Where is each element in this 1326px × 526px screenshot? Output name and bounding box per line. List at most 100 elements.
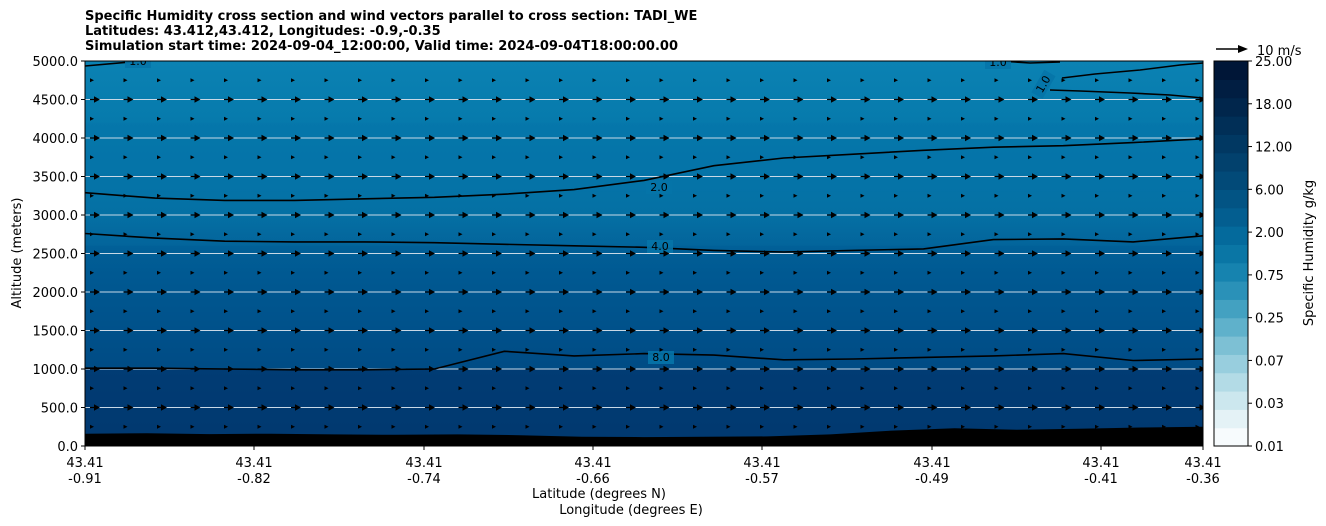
wind-vector-head — [161, 173, 167, 180]
wind-vector-head — [596, 327, 603, 334]
wind-vector-head — [261, 211, 268, 219]
wind-vector — [492, 347, 496, 352]
contour-label: 4.0 — [651, 240, 669, 253]
wind-vector — [458, 309, 463, 314]
wind-vector-head — [730, 288, 737, 296]
wind-vector — [391, 155, 396, 160]
wind-vector — [626, 424, 630, 429]
wind-vector — [793, 309, 798, 314]
wind-vector — [760, 270, 764, 275]
wind-vector-head — [94, 173, 100, 180]
wind-vector-head — [965, 173, 971, 180]
wind-vector-head — [1132, 327, 1139, 334]
colorbar-segment — [1214, 409, 1248, 429]
wind-vector — [90, 424, 94, 429]
wind-vector — [1162, 155, 1166, 160]
wind-vector — [827, 347, 831, 352]
contour-line — [1049, 89, 1203, 99]
wind-vector — [458, 193, 463, 198]
wind-vector-head — [261, 365, 268, 373]
wind-vector-head — [730, 211, 737, 219]
colorbar-tick-label: 6.00 — [1255, 183, 1284, 198]
wind-vector-head — [395, 250, 402, 257]
wind-vector-head — [1099, 173, 1105, 180]
wind-vector — [793, 232, 798, 237]
wind-vector — [190, 347, 195, 352]
wind-vector — [559, 78, 563, 83]
wind-vector — [525, 424, 530, 429]
wind-vector — [1162, 347, 1166, 352]
wind-vector — [458, 270, 463, 275]
x-tick-label-lon: -0.91 — [68, 472, 102, 487]
wind-vector-head — [998, 404, 1005, 411]
wind-vector — [123, 232, 128, 237]
wind-vector — [961, 347, 965, 352]
wind-vector — [358, 270, 362, 275]
wind-vector-head — [1065, 250, 1072, 257]
wind-vector — [693, 78, 697, 83]
colorbar-tick-label: 0.25 — [1255, 312, 1284, 327]
wind-vector — [425, 155, 429, 160]
x-tick-label-lon: -0.82 — [237, 472, 271, 487]
wind-vector-head — [94, 365, 100, 373]
wind-vector — [123, 78, 128, 83]
wind-vector — [559, 309, 563, 314]
wind-vector — [123, 309, 128, 314]
wind-vector — [827, 193, 831, 198]
wind-vector-head — [395, 327, 402, 334]
wind-vector-head — [864, 404, 871, 411]
wind-vector-head — [663, 134, 670, 142]
wind-vector-head — [395, 211, 402, 219]
wind-vector — [726, 78, 731, 83]
wind-vector — [1162, 232, 1166, 237]
wind-vector-head — [1132, 211, 1139, 219]
wind-vector-head — [194, 327, 201, 334]
wind-vector — [157, 386, 161, 391]
colorbar-segment — [1214, 244, 1248, 264]
contour-label: 1.0 — [989, 56, 1007, 69]
wind-vector — [626, 116, 630, 121]
wind-vector — [324, 386, 329, 391]
wind-vector-head — [295, 96, 301, 103]
wind-vector-head — [697, 211, 703, 219]
wind-vector — [1162, 386, 1166, 391]
wind-vector — [860, 232, 865, 237]
wind-vector-head — [496, 365, 502, 373]
wind-vector-head — [965, 134, 971, 142]
wind-vector — [760, 116, 764, 121]
wind-vector — [425, 232, 429, 237]
wind-vector — [693, 155, 697, 160]
contour-label: 8.0 — [652, 351, 670, 364]
wind-vector-head — [965, 365, 971, 373]
wind-vector-head — [429, 173, 435, 180]
wind-vector — [994, 232, 999, 237]
wind-vector-head — [362, 327, 368, 334]
wind-vector — [224, 232, 228, 237]
wind-vector — [793, 270, 798, 275]
wind-vector — [224, 193, 228, 198]
wind-vector-head — [965, 211, 971, 219]
wind-vector — [592, 270, 597, 275]
wind-vector — [90, 155, 94, 160]
wind-vector-head — [1199, 250, 1203, 257]
wind-vector — [291, 309, 295, 314]
wind-vector — [123, 270, 128, 275]
wind-vector-head — [730, 134, 737, 142]
wind-vector-head — [529, 211, 536, 219]
wind-vector-head — [730, 173, 737, 180]
wind-vector — [425, 78, 429, 83]
wind-vector-head — [194, 173, 201, 180]
wind-vector-head — [295, 250, 301, 257]
wind-vector-head — [697, 134, 703, 142]
wind-vector — [291, 232, 295, 237]
wind-vector — [827, 309, 831, 314]
wind-vector — [961, 232, 965, 237]
wind-vector — [559, 116, 563, 121]
wind-vector — [324, 270, 329, 275]
wind-vector — [123, 424, 128, 429]
wind-vector — [726, 193, 731, 198]
wind-vector — [358, 155, 362, 160]
wind-vector — [291, 424, 295, 429]
wind-vector — [1195, 347, 1200, 352]
wind-vector-head — [831, 404, 837, 411]
